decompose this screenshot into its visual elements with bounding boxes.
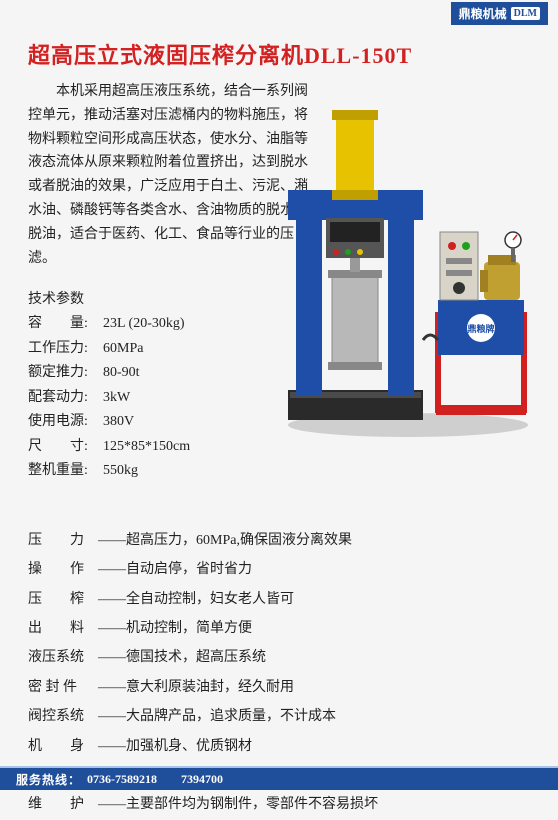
feature-value: 主要部件均为钢制件，零部件不容易损坏 [126, 790, 378, 819]
feature-separator: —— [98, 732, 126, 761]
spec-label: 额定推力: [28, 361, 103, 386]
feature-separator: —— [98, 526, 126, 555]
spec-label: 使用电源: [28, 410, 103, 435]
feature-separator: —— [98, 643, 126, 672]
spec-value: 23L (20-30kg) [103, 312, 185, 337]
feature-separator: —— [98, 585, 126, 614]
spec-label: 容 量: [28, 312, 103, 337]
feature-value: 大品牌产品，追求质量，不计成本 [126, 702, 336, 731]
brand-text: 鼎粮机械 [459, 5, 507, 22]
feature-label: 维 护 [28, 790, 98, 819]
feature-row: 阀控系统——大品牌产品，追求质量，不计成本 [28, 702, 530, 731]
feature-row: 机 身——加强机身、优质钢材 [28, 732, 530, 761]
feature-value: 全自动控制，妇女老人皆可 [126, 585, 294, 614]
spec-value: 380V [103, 410, 134, 435]
product-description: 本机采用超高压液压系统，结合一系列阀控单元，推动活塞对压滤桶内的物料施压，将物料… [28, 80, 308, 270]
spec-label: 配套动力: [28, 386, 103, 411]
feature-label: 密 封 件 [28, 673, 98, 702]
feature-separator: —— [98, 555, 126, 584]
feature-row: 维 护——主要部件均为钢制件，零部件不容易损坏 [28, 790, 530, 819]
feature-label: 出 料 [28, 614, 98, 643]
svg-text:鼎粮牌: 鼎粮牌 [467, 323, 494, 334]
feature-label: 操 作 [28, 555, 98, 584]
feature-row: 压 力——超高压力，60MPa,确保固液分离效果 [28, 526, 530, 555]
spec-value: 60MPa [103, 337, 143, 362]
feature-label: 液压系统 [28, 643, 98, 672]
feature-row: 出 料——机动控制，简单方便 [28, 614, 530, 643]
feature-label: 机 身 [28, 732, 98, 761]
feature-label: 压 榨 [28, 585, 98, 614]
feature-separator: —— [98, 790, 126, 819]
spec-value: 80-90t [103, 361, 140, 386]
feature-row: 操 作——自动启停，省时省力 [28, 555, 530, 584]
feature-value: 自动启停，省时省力 [126, 555, 252, 584]
feature-value: 加强机身、优质钢材 [126, 732, 252, 761]
hotline-phone-2: 7394700 [181, 772, 223, 787]
feature-separator: —— [98, 702, 126, 731]
feature-row: 密 封 件——意大利原装油封，经久耐用 [28, 673, 530, 702]
spec-value: 125*85*150cm [103, 435, 190, 460]
hotline-label: 服务热线： [16, 771, 81, 788]
spec-row: 整机重量:550kg [28, 459, 530, 484]
brand-logo: DLM [511, 7, 540, 20]
feature-label: 阀控系统 [28, 702, 98, 731]
feature-row: 液压系统——德国技术，超高压系统 [28, 643, 530, 672]
hotline-phone-1: 0736-7589218 [87, 772, 157, 787]
product-illustration: 鼎粮牌 [278, 90, 538, 440]
feature-value: 机动控制，简单方便 [126, 614, 252, 643]
spec-label: 整机重量: [28, 459, 103, 484]
feature-label: 压 力 [28, 526, 98, 555]
content-area: 本机采用超高压液压系统，结合一系列阀控单元，推动活塞对压滤桶内的物料施压，将物料… [0, 80, 558, 820]
feature-value: 德国技术，超高压系统 [126, 643, 266, 672]
spec-value: 3kW [103, 386, 130, 411]
footer-bar: 服务热线： 0736-7589218 7394700 [0, 766, 558, 790]
page-title: 超高压立式液固压榨分离机DLL-150T [0, 26, 558, 80]
brand-badge: 鼎粮机械 DLM [451, 2, 548, 25]
feature-value: 意大利原装油封，经久耐用 [126, 673, 294, 702]
spec-label: 工作压力: [28, 337, 103, 362]
header-bar: 鼎粮机械 DLM [0, 0, 558, 26]
feature-value: 超高压力，60MPa,确保固液分离效果 [126, 526, 352, 555]
spec-value: 550kg [103, 459, 138, 484]
feature-row: 压 榨——全自动控制，妇女老人皆可 [28, 585, 530, 614]
feature-separator: —— [98, 673, 126, 702]
spec-label: 尺 寸: [28, 435, 103, 460]
feature-separator: —— [98, 614, 126, 643]
